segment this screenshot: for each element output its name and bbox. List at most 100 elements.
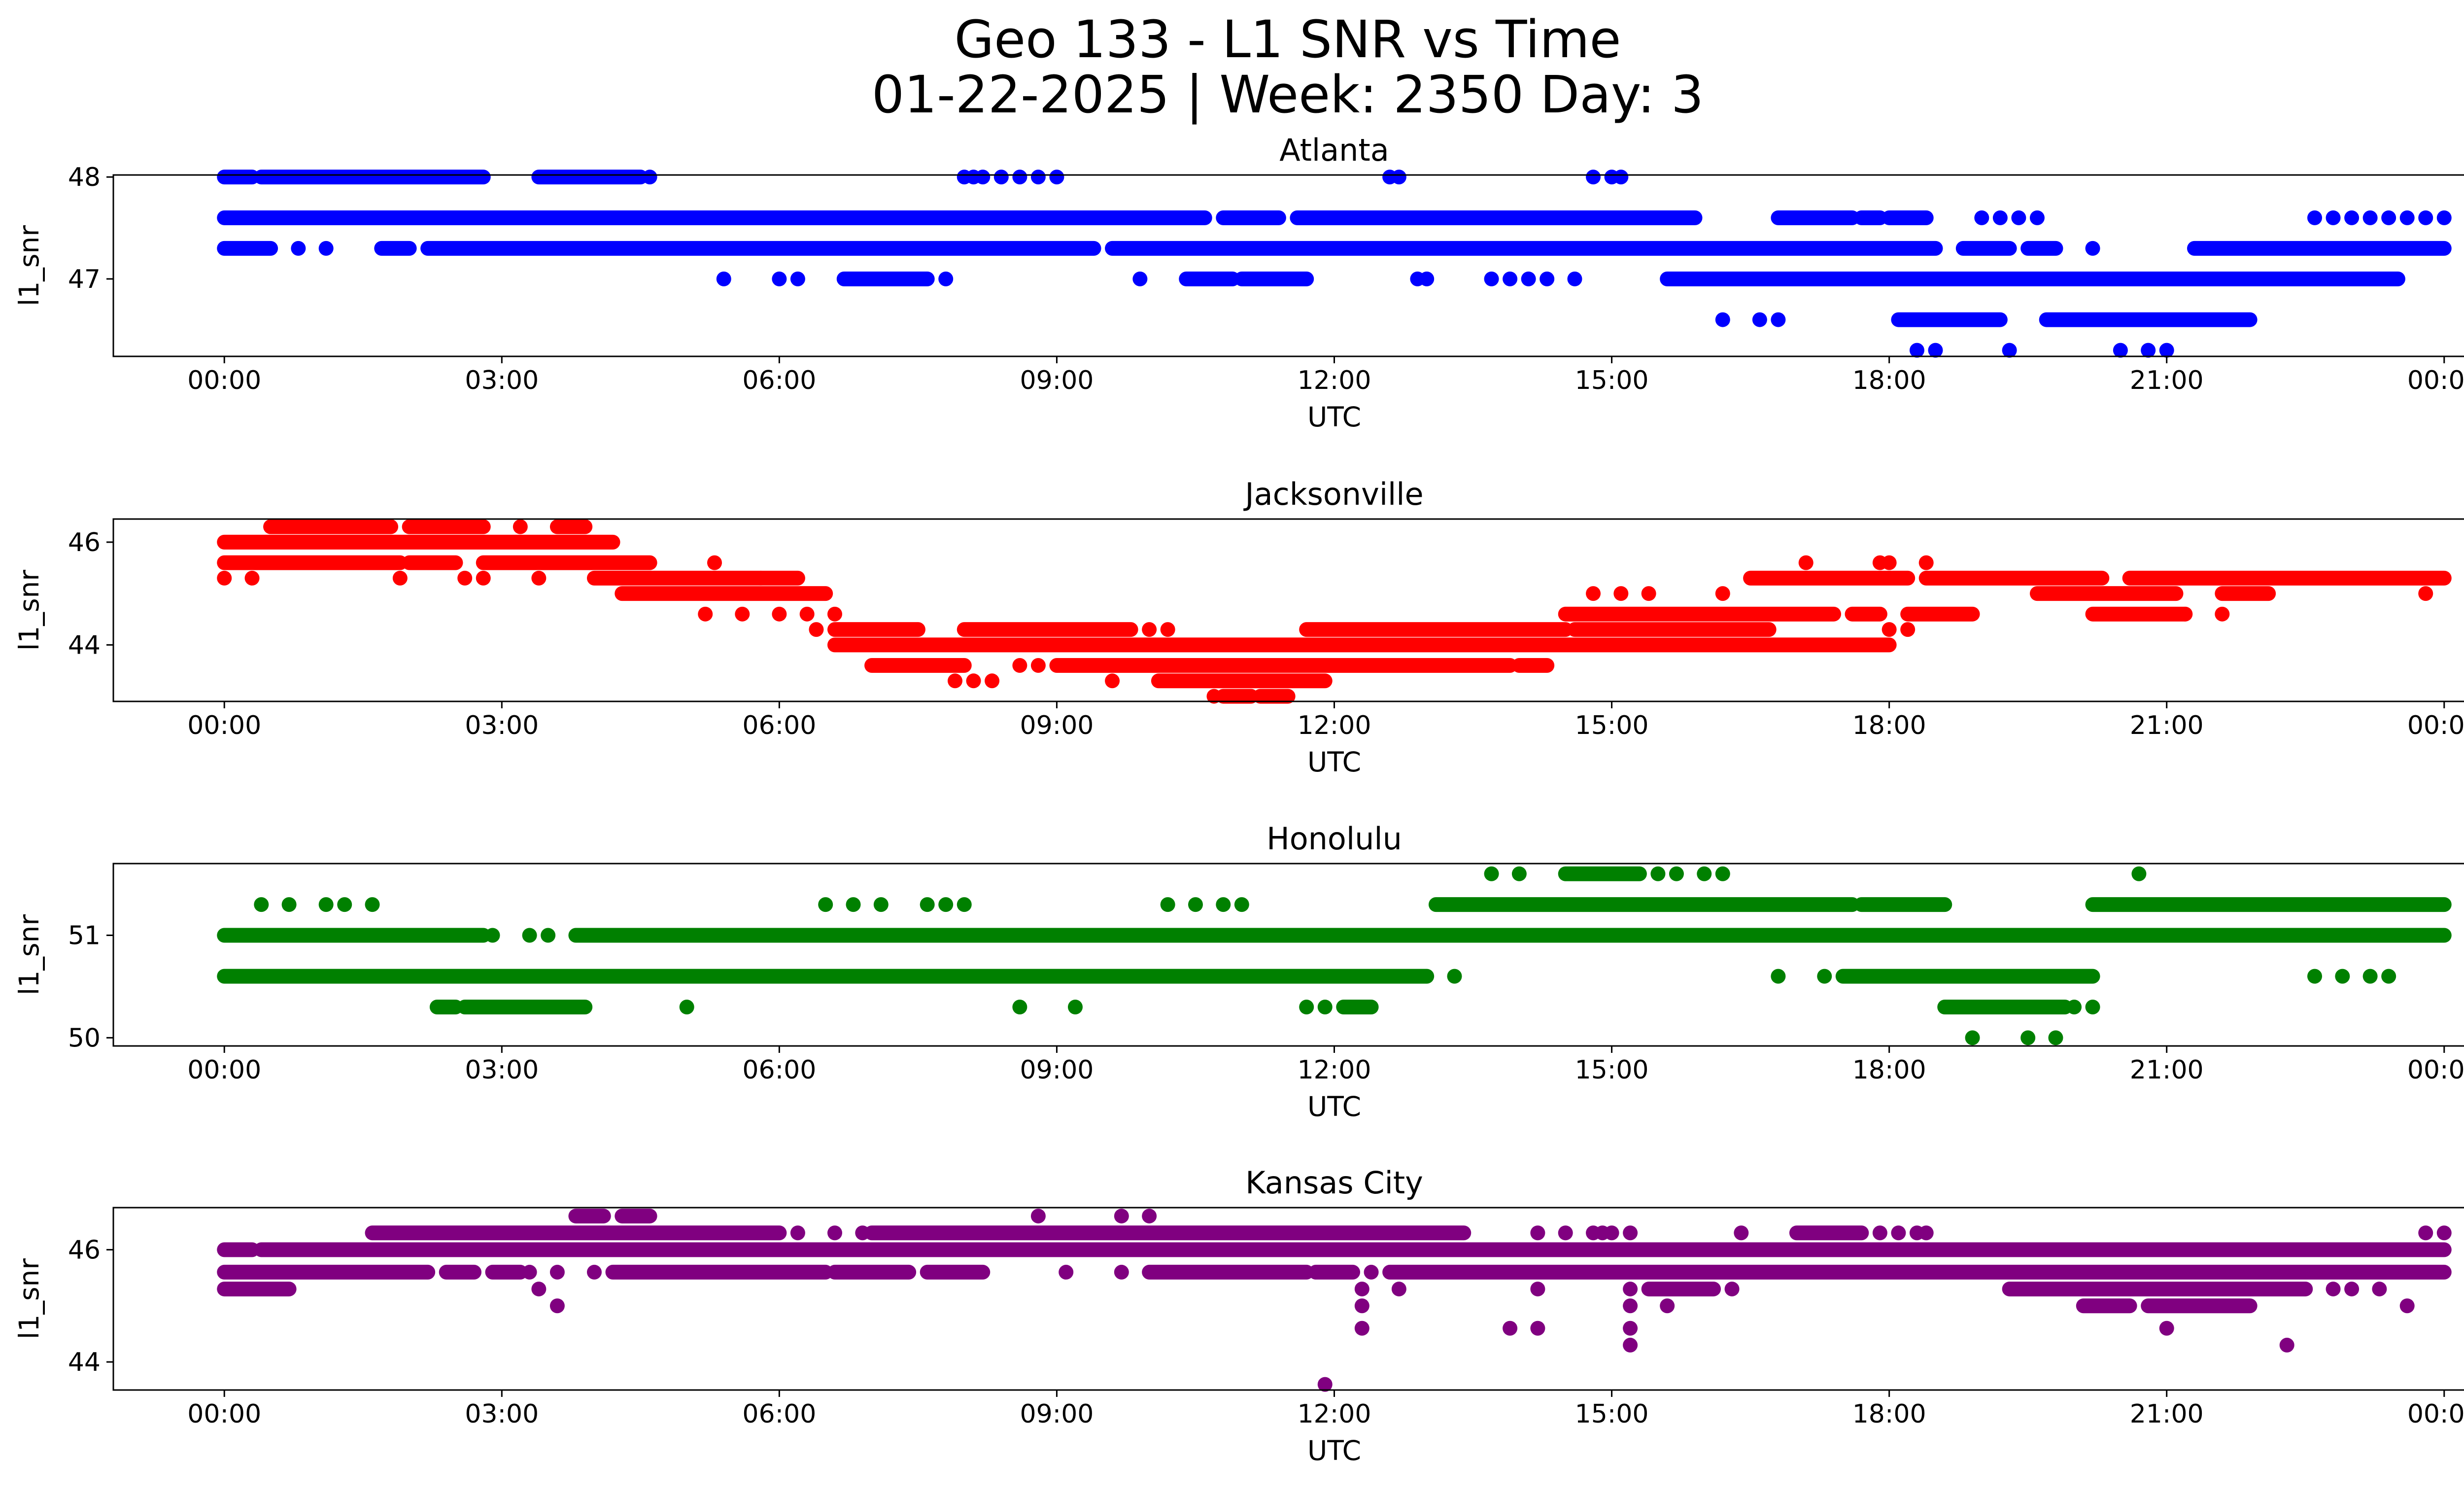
data-point-run — [429, 1000, 463, 1015]
data-point — [1724, 1282, 1740, 1297]
data-point — [392, 570, 408, 586]
x-axis-label: UTC — [1307, 1091, 1361, 1122]
data-point — [679, 1000, 694, 1015]
data-point — [1734, 1225, 1749, 1241]
data-point — [549, 1298, 565, 1314]
x-tick-label: 06:00 — [742, 366, 816, 395]
plot-panel-atlanta: 00:00 03:00 06:00 09:00 12:00 15:00 18:00 21:00… — [13, 163, 2464, 433]
data-point — [513, 519, 528, 534]
data-point-run — [217, 534, 620, 550]
data-point — [1123, 658, 1138, 673]
data-point — [1918, 555, 1934, 570]
data-point — [966, 673, 981, 689]
data-point — [1530, 1321, 1545, 1336]
data-point — [2178, 606, 2193, 622]
x-tick-label: 00:00 — [2407, 1055, 2464, 1085]
data-point — [1503, 1321, 1518, 1336]
data-point — [1299, 1000, 1314, 1015]
data-point-run — [568, 1209, 611, 1224]
data-point — [846, 897, 861, 912]
data-point — [522, 928, 537, 943]
data-point — [1928, 343, 1943, 358]
data-point-run — [1900, 606, 1980, 622]
y-tick-label: 44 — [68, 1348, 101, 1377]
data-point-run — [615, 1209, 657, 1224]
data-point-run — [254, 1242, 2452, 1257]
data-point — [1882, 622, 1897, 637]
panel-title-kansas-city: Kansas City — [1245, 1165, 1423, 1201]
data-point-run — [568, 928, 2452, 943]
data-point — [707, 555, 722, 570]
data-point-run — [1179, 271, 1240, 286]
data-point-run — [2187, 241, 2452, 256]
x-tick-label: 21:00 — [2130, 1399, 2204, 1429]
data-point-run — [1234, 271, 1314, 286]
data-point — [1891, 1225, 1906, 1241]
y-tick-label: 46 — [68, 1235, 101, 1265]
data-point — [457, 570, 473, 586]
data-point — [1771, 312, 1786, 327]
data-point — [772, 606, 787, 622]
x-tick-label: 06:00 — [742, 711, 816, 740]
data-point — [1105, 658, 1120, 673]
data-point — [2362, 969, 2378, 984]
data-point-run — [1845, 606, 1887, 622]
data-point — [1817, 969, 1832, 984]
data-point-run — [365, 1225, 787, 1241]
data-point — [947, 673, 962, 689]
data-point — [1160, 897, 1175, 912]
data-point — [2131, 866, 2147, 881]
data-point-run — [1854, 897, 1952, 912]
data-point — [318, 897, 334, 912]
data-point — [790, 271, 805, 286]
x-tick-label: 00:00 — [2407, 1399, 2464, 1429]
data-point — [2029, 210, 2045, 225]
data-point — [1530, 1225, 1545, 1241]
x-axis-label: UTC — [1307, 1435, 1361, 1466]
data-point — [1521, 271, 1536, 286]
y-axis-label: l1_snr — [13, 225, 45, 306]
x-tick-label: 09:00 — [1020, 1055, 1094, 1085]
data-point — [1049, 170, 1064, 185]
data-point — [1067, 1000, 1083, 1015]
data-point — [2418, 586, 2433, 601]
x-tick-label: 15:00 — [1575, 1055, 1649, 1085]
data-point — [2307, 210, 2323, 225]
data-point-run — [1771, 210, 1860, 225]
data-point — [1697, 866, 1712, 881]
data-point — [541, 928, 556, 943]
data-point-run — [217, 969, 1435, 984]
data-point — [2344, 1282, 2360, 1297]
data-point-run — [2029, 586, 2184, 601]
y-tick-label: 47 — [68, 265, 101, 294]
data-point-run — [2141, 1298, 2258, 1314]
data-point — [957, 897, 972, 912]
data-point — [1530, 1282, 1545, 1297]
data-point — [2307, 969, 2323, 984]
data-point-run — [531, 170, 648, 185]
x-tick-label: 00:00 — [187, 366, 261, 395]
data-point — [790, 1225, 805, 1241]
data-series-kansas-city — [217, 1209, 2452, 1392]
data-point — [1354, 1282, 1369, 1297]
data-point — [1900, 622, 1916, 637]
data-point — [1234, 897, 1249, 912]
data-point-run — [217, 555, 408, 570]
data-point — [1669, 866, 1684, 881]
data-point-run — [1937, 1000, 2073, 1015]
data-point — [985, 673, 1000, 689]
data-point — [2215, 606, 2230, 622]
x-tick-label: 12:00 — [1298, 711, 1371, 740]
data-point — [1715, 866, 1730, 881]
data-point — [2344, 210, 2360, 225]
data-point — [1965, 1030, 1980, 1045]
data-point-run — [586, 570, 805, 586]
data-point — [522, 1264, 537, 1280]
data-point-run — [457, 1000, 593, 1015]
data-point — [1391, 170, 1406, 185]
y-tick-label: 44 — [68, 630, 101, 660]
data-point-run — [1142, 1264, 1314, 1280]
data-point — [993, 170, 1009, 185]
data-point — [716, 271, 731, 286]
